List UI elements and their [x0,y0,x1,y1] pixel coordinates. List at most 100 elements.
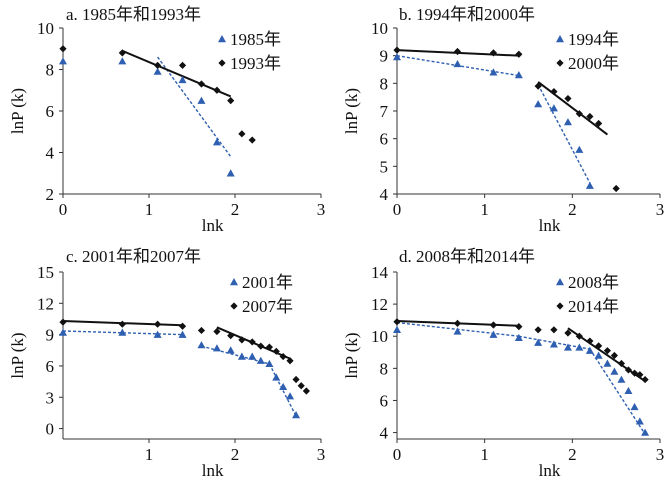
y-tick-label: 10 [37,19,54,38]
data-point-diamond [227,332,235,340]
y-tick-label: 15 [37,263,54,282]
fit-line [201,345,270,365]
y-tick-label: 12 [37,294,54,313]
legend-label: 1985年 [230,30,281,49]
data-point-triangle [272,373,281,381]
fit-line [121,49,232,98]
data-point-triangle [212,344,221,352]
data-point-triangle [286,392,295,400]
data-point-triangle [393,325,401,334]
data-point-diamond [178,322,187,330]
chart-title: a. 1985年和1993年 [66,5,201,24]
legend-marker-triangle [556,35,564,43]
data-point-diamond [630,369,639,377]
x-tick-label: 3 [317,445,326,464]
data-point-diamond [238,130,246,138]
data-point-triangle [59,328,67,336]
data-point-diamond [197,80,206,88]
x-tick-label: 1 [480,200,489,219]
x-tick-label: 2 [231,200,240,219]
data-point-triangle [489,68,498,76]
data-point-triangle [635,417,644,425]
y-tick-label: 8 [380,74,389,93]
data-point-triangle [118,57,127,65]
data-point-triangle [292,410,301,419]
data-point-triangle [153,67,162,75]
data-point-triangle [237,352,246,360]
data-point-diamond [272,347,280,355]
x-tick-label: 3 [656,200,665,219]
x-tick-label: 2 [568,200,577,219]
data-point-triangle [226,169,235,177]
x-tick-label: 2 [568,445,577,464]
data-point-triangle [256,356,265,364]
x-tick-label: 1 [145,445,154,464]
fit-line [537,84,591,184]
y-tick-label: 7 [380,102,389,121]
data-point-diamond [238,336,246,344]
legend-label: 2008年 [568,273,619,292]
data-point-triangle [178,330,187,338]
x-tick-label: 0 [59,200,68,219]
x-axis-label: lnk [202,461,224,480]
data-point-triangle [453,327,462,335]
data-point-diamond [265,343,273,351]
x-axis-label: lnk [539,461,561,480]
data-point-diamond [453,319,462,327]
data-point-diamond [586,112,594,121]
y-tick-label: 0 [46,420,55,439]
y-tick-label: 4 [380,185,389,204]
data-point-diamond [550,326,558,334]
y-tick-label: 2 [46,185,55,204]
data-point-diamond [610,351,619,360]
data-point-triangle [603,359,612,367]
data-point-triangle [534,100,543,108]
fit-line [589,348,646,435]
data-point-diamond [213,86,221,94]
data-point-diamond [227,97,235,105]
y-axis-label: lnP (k) [342,332,361,378]
data-point-diamond [595,119,603,128]
data-point-diamond [302,387,310,395]
data-point-diamond [297,382,305,390]
y-tick-label: 14 [371,263,389,282]
chart-panel-2: b. 1994年和2000年 4 5 6 7 8 9 10 0 1 2 3 lnk lnP (k) 1994… [342,5,664,235]
y-tick-label: 4 [380,424,389,443]
y-tick-label: 6 [46,102,55,121]
data-point-diamond [178,61,187,69]
data-point-triangle [514,71,523,79]
data-point-diamond [453,47,462,56]
legend-label: 2000年 [568,54,619,73]
y-tick-label: 6 [380,130,389,149]
data-point-triangle [563,118,572,126]
x-axis-label: lnk [202,216,224,235]
x-tick-label: 0 [393,445,402,464]
data-point-triangle [393,53,401,61]
y-tick-label: 10 [371,19,388,38]
legend-marker-diamond [230,302,238,310]
data-point-diamond [636,371,644,379]
data-point-diamond [59,318,67,326]
data-point-diamond [393,46,401,54]
data-point-diamond [603,347,611,355]
data-point-diamond [641,375,649,384]
y-tick-label: 3 [46,388,55,407]
data-point-triangle [197,341,206,349]
chart-title: b. 1994年和2000年 [399,5,535,24]
x-tick-label: 1 [145,200,154,219]
y-axis-label: lnP (k) [342,88,361,134]
data-point-triangle [248,352,257,360]
legend-label: 2001年 [242,273,293,292]
data-point-triangle [575,343,584,351]
data-point-triangle [585,346,594,354]
data-point-diamond [118,49,126,57]
data-point-triangle [594,351,603,359]
legend-marker-triangle [556,278,564,286]
data-point-triangle [279,382,288,391]
x-tick-label: 3 [317,200,326,219]
data-point-triangle [489,330,498,338]
y-tick-label: 6 [46,357,55,376]
data-point-diamond [575,110,583,118]
data-point-diamond [575,332,583,340]
